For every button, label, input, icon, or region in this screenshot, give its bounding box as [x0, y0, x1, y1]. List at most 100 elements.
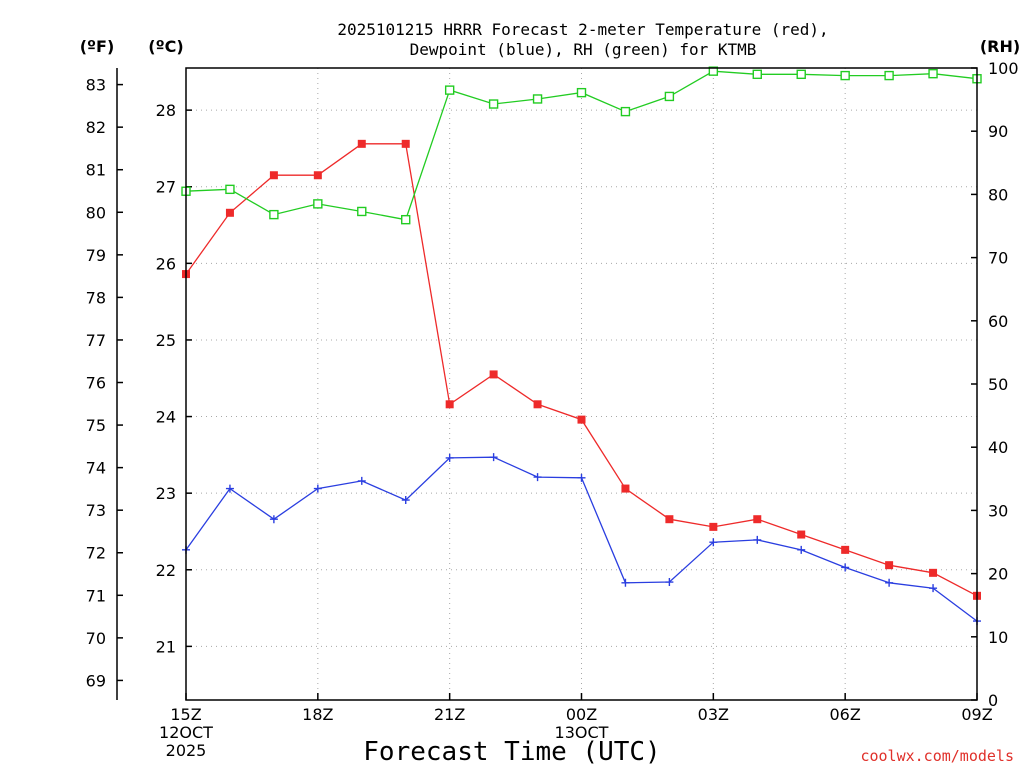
x-tick-label: 00Z	[566, 705, 597, 724]
rh-tick-label: 0	[988, 691, 998, 710]
series-layer	[181, 66, 982, 626]
temperature-point	[445, 400, 454, 409]
dewpoint-point	[533, 473, 542, 482]
fahrenheit-tick-label: 81	[86, 161, 106, 180]
rh-point	[708, 66, 719, 76]
rh-unit-label: (RH)	[980, 37, 1020, 56]
rh-tick-label: 70	[988, 249, 1008, 268]
fahrenheit-unit-label: (ºF)	[80, 37, 115, 56]
rh-point	[444, 85, 455, 95]
temperature-point	[489, 370, 498, 379]
dewpoint-point	[797, 545, 806, 554]
fahrenheit-tick-label: 83	[86, 76, 106, 95]
dewpoint-point	[401, 496, 410, 505]
fahrenheit-tick-label: 80	[86, 203, 106, 222]
rh-point	[225, 184, 235, 195]
x-tick-label: 12OCT	[159, 723, 213, 742]
fahrenheit-tick-label: 70	[86, 629, 106, 648]
fahrenheit-tick-label: 69	[86, 671, 106, 690]
chart-title-line1: 2025101215 HRRR Forecast 2-meter Tempera…	[337, 20, 828, 39]
temperature-point	[841, 545, 850, 554]
x-tick-label: 18Z	[302, 705, 333, 724]
rh-point	[928, 68, 938, 79]
celsius-tick-label: 23	[156, 484, 176, 503]
rh-tick-label: 60	[988, 312, 1008, 331]
axes: 69 70 71 72 73 74 75 76 77 78 79 80 81 82 83 21 22 23 24 25…	[86, 59, 1019, 760]
chart-title-line2: Dewpoint (blue), RH (green) for KTMB	[410, 40, 757, 59]
temperature-point	[577, 415, 586, 424]
dewpoint-point	[753, 535, 762, 544]
fahrenheit-tick-label: 78	[86, 288, 106, 307]
temperature-point	[753, 515, 762, 524]
fahrenheit-tick-label: 71	[86, 586, 106, 605]
celsius-tick-label: 21	[156, 637, 176, 656]
dewpoint-point	[577, 473, 586, 482]
dewpoint-point	[709, 538, 718, 547]
rh-point	[576, 87, 587, 98]
celsius-tick-label: 26	[156, 254, 176, 273]
rh-tick-label: 10	[988, 628, 1008, 647]
rh-tick-label: 20	[988, 565, 1008, 584]
rh-tick-label: 100	[988, 59, 1019, 78]
rh-point	[357, 206, 367, 217]
temperature-point	[313, 171, 322, 180]
fahrenheit-tick-label: 74	[86, 459, 106, 478]
rh-tick-label: 50	[988, 375, 1008, 394]
temperature-point	[885, 561, 894, 570]
temperature-point	[401, 139, 410, 148]
celsius-tick-label: 22	[156, 561, 176, 580]
celsius-tick-label: 27	[156, 178, 176, 197]
rh-tick-label: 30	[988, 501, 1008, 520]
dewpoint-point	[225, 484, 234, 493]
rh-tick-label: 90	[988, 122, 1008, 141]
dewpoint-point	[357, 476, 366, 485]
fahrenheit-tick-label: 77	[86, 331, 106, 350]
celsius-tick-label: 24	[156, 408, 176, 427]
dewpoint-point	[269, 515, 278, 524]
x-tick-label: 15Z	[170, 705, 201, 724]
rh-point	[313, 199, 323, 209]
credit-text: coolwx.com/models	[860, 747, 1014, 765]
dewpoint-point	[621, 578, 630, 587]
rh-point	[752, 69, 762, 80]
x-tick-label: 09Z	[961, 705, 992, 724]
rh-point	[664, 91, 675, 102]
x-tick-label: 21Z	[434, 705, 465, 724]
celsius-tick-label: 25	[156, 331, 176, 350]
fahrenheit-tick-label: 75	[86, 416, 106, 435]
rh-point	[620, 106, 631, 117]
temperature-point	[533, 400, 542, 409]
fahrenheit-tick-label: 82	[86, 118, 106, 137]
x-tick-label: 2025	[166, 741, 207, 760]
celsius-tick-label: 28	[156, 101, 176, 120]
dewpoint-point	[665, 578, 674, 587]
fahrenheit-tick-label: 72	[86, 544, 106, 563]
temperature-point	[929, 568, 938, 577]
fahrenheit-tick-label: 73	[86, 501, 106, 520]
x-tick-label: 06Z	[830, 705, 861, 724]
rh-point	[532, 94, 543, 104]
dewpoint-point	[489, 453, 498, 462]
x-tick-label: 03Z	[698, 705, 729, 724]
plot-frame	[185, 67, 978, 701]
dewpoint-point	[841, 563, 850, 572]
rh-tick-label: 80	[988, 185, 1008, 204]
dewpoint-point	[313, 484, 322, 493]
celsius-unit-label: (ºC)	[148, 37, 183, 56]
rh-point	[796, 69, 806, 80]
rh-point	[488, 99, 499, 109]
rh-point	[884, 70, 894, 81]
dewpoint-point	[929, 584, 938, 593]
rh-point	[840, 70, 850, 81]
temperature-point	[621, 484, 630, 493]
fahrenheit-tick-label: 76	[86, 374, 106, 393]
x-tick-label: 13OCT	[555, 723, 609, 742]
grid	[185, 68, 978, 700]
temperature-point	[357, 139, 366, 148]
temperature-point	[709, 522, 718, 531]
rh-tick-label: 40	[988, 438, 1008, 457]
temperature-point	[269, 171, 278, 180]
rh-point	[401, 214, 411, 225]
x-axis-title: Forecast Time (UTC)	[363, 737, 660, 767]
